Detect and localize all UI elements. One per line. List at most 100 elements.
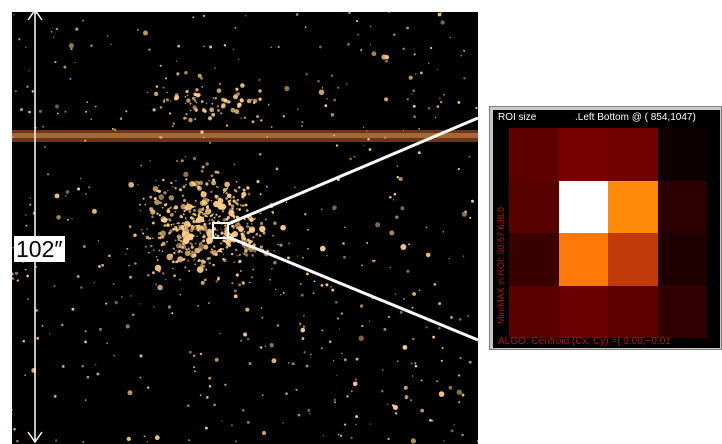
star [302, 325, 306, 328]
star [332, 209, 334, 211]
star [207, 240, 211, 243]
star [70, 47, 73, 51]
star [189, 109, 192, 112]
star [269, 278, 271, 281]
star [352, 381, 358, 387]
centroid-readout: ALGO: Centroid (Cx, Cy) =( 0.00,−0.01 [498, 336, 671, 347]
star [205, 162, 209, 166]
star [225, 221, 228, 224]
star [215, 185, 218, 188]
star [213, 403, 216, 407]
star [55, 27, 59, 31]
star [369, 25, 372, 28]
star [170, 100, 172, 102]
star [467, 315, 469, 317]
star [350, 436, 353, 439]
star [412, 104, 416, 108]
star [255, 234, 257, 236]
star [245, 214, 247, 216]
star [262, 248, 265, 251]
star [347, 42, 350, 46]
star [208, 179, 211, 182]
star [183, 199, 186, 202]
star [192, 16, 195, 19]
star [429, 46, 433, 50]
star [225, 245, 229, 249]
star [219, 247, 223, 251]
star [71, 218, 73, 220]
star [438, 302, 442, 306]
star [12, 272, 14, 276]
star [13, 428, 16, 431]
star [156, 212, 159, 215]
star [62, 364, 65, 367]
star [252, 236, 255, 239]
star [201, 211, 203, 214]
star [266, 136, 268, 138]
horizontal-streak-core [12, 133, 478, 138]
star [246, 209, 249, 212]
star [52, 36, 55, 39]
star [14, 90, 17, 93]
star [238, 283, 242, 287]
star [224, 383, 227, 386]
star [208, 219, 211, 222]
star [136, 28, 139, 31]
star [371, 51, 377, 57]
star [448, 257, 450, 260]
star [362, 126, 365, 129]
star [339, 434, 343, 438]
star [224, 224, 227, 228]
star [256, 115, 259, 118]
star [192, 220, 195, 222]
star [363, 144, 365, 147]
star [411, 375, 414, 377]
star [417, 151, 421, 155]
roi-pixel [608, 180, 658, 233]
roi-pixel [608, 285, 658, 338]
star [156, 189, 159, 193]
star [225, 197, 228, 200]
star [300, 293, 304, 297]
roi-pixel [657, 285, 707, 338]
star [94, 105, 97, 108]
star [209, 250, 214, 254]
star [272, 234, 274, 237]
star [193, 99, 197, 102]
star [241, 242, 246, 247]
star [318, 45, 322, 49]
star [201, 86, 204, 88]
star [205, 268, 208, 271]
star [159, 106, 163, 109]
star [259, 245, 263, 249]
star [182, 213, 185, 216]
star [320, 208, 323, 211]
star [217, 109, 220, 112]
star [305, 364, 309, 368]
star [414, 73, 417, 75]
star [206, 231, 211, 235]
star [12, 277, 14, 280]
star [211, 218, 214, 221]
star [157, 184, 160, 187]
star [31, 90, 35, 93]
star [191, 206, 194, 209]
star [152, 237, 154, 239]
star [464, 210, 467, 214]
star [330, 74, 334, 77]
star [252, 243, 256, 247]
star [207, 204, 209, 207]
star [181, 230, 187, 236]
star [190, 243, 193, 246]
star [189, 102, 192, 105]
star [176, 234, 182, 239]
star [179, 293, 182, 296]
star [177, 238, 181, 242]
star [128, 264, 130, 267]
star [110, 43, 112, 45]
star [74, 61, 76, 64]
roi-pixel [558, 128, 608, 181]
roi-pixel [558, 285, 608, 338]
star [243, 116, 247, 119]
star [317, 79, 320, 83]
